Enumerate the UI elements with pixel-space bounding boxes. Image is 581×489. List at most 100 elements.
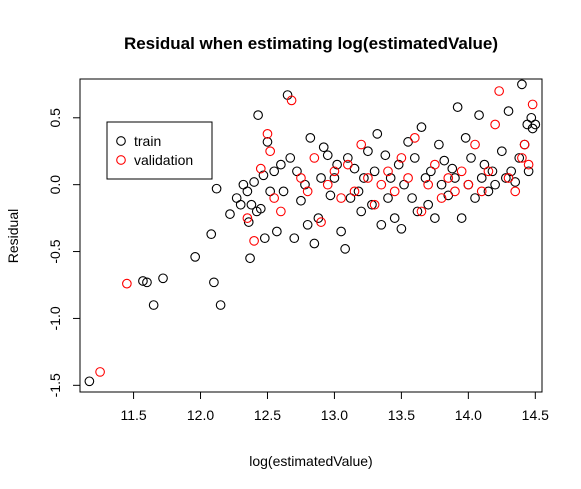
x-tick-label: 11.5	[120, 407, 146, 423]
data-point-validation	[431, 160, 440, 169]
data-point-train	[431, 214, 440, 223]
data-point-train	[448, 164, 457, 173]
data-point-validation	[277, 207, 286, 216]
y-tick-label: 0.0	[47, 175, 63, 195]
data-point-train	[279, 187, 288, 196]
data-point-train	[254, 111, 263, 120]
y-tick-label: -0.5	[47, 239, 63, 263]
data-point-train	[277, 160, 286, 169]
data-point-validation	[491, 120, 500, 129]
data-point-validation	[457, 167, 466, 176]
x-tick-label: 12.5	[254, 407, 281, 423]
data-point-validation	[410, 134, 419, 143]
data-point-train	[491, 180, 500, 189]
x-tick-label: 13.5	[388, 407, 415, 423]
x-tick-label: 12.0	[187, 407, 214, 423]
data-point-train	[290, 234, 299, 243]
data-point-validation	[390, 187, 399, 196]
data-point-train	[303, 220, 312, 229]
data-point-train	[457, 214, 466, 223]
data-point-train	[297, 196, 306, 205]
data-point-validation	[250, 237, 259, 246]
data-point-train	[286, 154, 295, 163]
data-point-train	[337, 227, 346, 236]
data-point-validation	[528, 100, 537, 109]
data-point-validation	[270, 194, 279, 203]
data-point-train	[216, 301, 225, 310]
data-point-validation	[123, 279, 132, 288]
data-point-validation	[377, 180, 386, 189]
data-point-train	[191, 253, 200, 262]
data-point-train	[471, 194, 480, 203]
data-point-train	[390, 214, 399, 223]
y-axis: -1.5 -1.0 -0.5 0.0 0.5	[47, 108, 80, 398]
data-point-train	[246, 254, 255, 263]
data-point-train	[461, 134, 470, 143]
data-point-train	[317, 174, 326, 183]
legend: train validation	[107, 122, 212, 179]
data-point-validation	[477, 187, 486, 196]
data-point-train	[518, 80, 527, 89]
data-point-validation	[524, 160, 533, 169]
data-point-validation	[323, 180, 332, 189]
data-point-train	[498, 147, 507, 156]
data-point-train	[226, 210, 235, 219]
data-point-train	[410, 154, 419, 163]
data-point-train	[424, 200, 433, 209]
chart-title: Residual when estimating log(estimatedVa…	[124, 34, 498, 53]
data-point-train	[381, 151, 390, 160]
y-tick-label: 0.5	[47, 108, 63, 128]
data-point-validation	[464, 180, 473, 189]
data-point-validation	[96, 368, 105, 377]
data-point-train	[306, 134, 315, 143]
data-point-train	[475, 111, 484, 120]
legend-label-validation: validation	[134, 152, 193, 168]
data-point-train	[243, 187, 252, 196]
data-point-train	[149, 301, 158, 310]
data-point-train	[273, 227, 282, 236]
y-tick-label: -1.0	[47, 306, 63, 330]
data-point-train	[370, 167, 379, 176]
data-point-train	[207, 230, 216, 239]
data-point-train	[85, 377, 94, 386]
legend-label-train: train	[134, 133, 161, 149]
data-point-train	[210, 278, 219, 287]
data-point-train	[263, 138, 272, 147]
data-point-train	[477, 174, 486, 183]
data-point-train	[440, 156, 449, 165]
data-point-train	[310, 239, 319, 248]
data-point-train	[467, 154, 476, 163]
data-point-train	[417, 123, 426, 132]
data-point-train	[236, 200, 245, 209]
data-point-train	[397, 225, 406, 234]
y-tick-label: -1.5	[47, 373, 63, 397]
data-point-train	[212, 184, 221, 193]
data-point-train	[326, 191, 335, 200]
x-tick-label: 14.0	[455, 407, 482, 423]
data-point-train	[261, 234, 270, 243]
x-axis-label: log(estimatedValue)	[249, 453, 372, 469]
x-tick-label: 13.0	[321, 407, 348, 423]
x-axis: 11.5 12.0 12.5 13.0 13.5 14.0 14.5	[120, 392, 549, 423]
data-point-train	[323, 151, 332, 160]
data-point-train	[384, 194, 393, 203]
data-point-train	[319, 143, 328, 152]
data-point-validation	[357, 140, 366, 149]
data-point-train	[270, 167, 279, 176]
data-point-train	[453, 103, 462, 112]
data-point-train	[437, 180, 446, 189]
legend-box	[107, 122, 212, 179]
x-tick-label: 14.5	[522, 407, 549, 423]
data-point-validation	[344, 160, 353, 169]
data-point-train	[408, 194, 417, 203]
data-point-validation	[266, 147, 275, 156]
data-point-train	[159, 274, 168, 283]
data-point-validation	[337, 194, 346, 203]
data-point-train	[377, 220, 386, 229]
data-point-train	[373, 130, 382, 139]
data-point-train	[504, 107, 513, 116]
data-point-validation	[495, 87, 504, 96]
data-point-validation	[310, 154, 319, 163]
data-point-train	[250, 178, 259, 187]
data-point-validation	[471, 140, 480, 149]
